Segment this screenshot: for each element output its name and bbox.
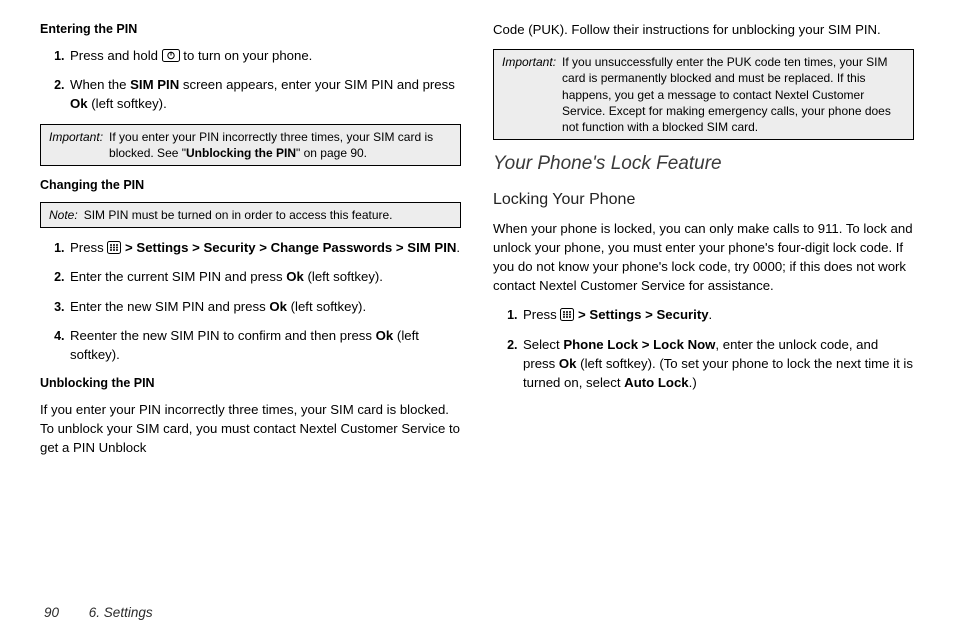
heading-changing-pin: Changing the PIN [40, 176, 461, 194]
text: " on page 90. [296, 146, 367, 160]
menu-security: Security [204, 240, 256, 255]
left-column: Entering the PIN Press and hold to turn … [40, 20, 461, 580]
important-label: Important: [49, 129, 105, 161]
menu-key-icon [107, 241, 121, 254]
subsection-locking-phone: Locking Your Phone [493, 188, 914, 211]
text: Press [70, 240, 107, 255]
text: .) [689, 375, 697, 390]
important-label: Important: [502, 54, 558, 135]
note-body: SIM PIN must be turned on in order to ac… [84, 207, 452, 223]
step-3: Enter the new SIM PIN and press Ok (left… [68, 297, 461, 316]
heading-unblocking-pin: Unblocking the PIN [40, 374, 461, 392]
text: (left softkey). [287, 299, 366, 314]
step-2: When the SIM PIN screen appears, enter y… [68, 75, 461, 113]
continuation-paragraph: Code (PUK). Follow their instructions fo… [493, 20, 914, 39]
separator: > [192, 240, 200, 255]
label-sim-pin: SIM PIN [130, 77, 179, 92]
separator: > [642, 337, 650, 352]
step-2: Select Phone Lock > Lock Now, enter the … [521, 335, 914, 392]
important-body: If you unsuccessfully enter the PUK code… [562, 54, 905, 135]
page-footer: 90 6. Settings [44, 605, 153, 620]
label-ok: Ok [286, 269, 304, 284]
right-column: Code (PUK). Follow their instructions fo… [493, 20, 914, 580]
text: Enter the new SIM PIN and press [70, 299, 269, 314]
text: (left softkey). [304, 269, 383, 284]
text: Press and hold [70, 48, 162, 63]
section-lock-feature: Your Phone's Lock Feature [493, 150, 914, 178]
label-ok: Ok [376, 328, 394, 343]
text: (left softkey). [88, 96, 167, 111]
step-1: Press and hold to turn on your phone. [68, 46, 461, 65]
text: screen appears, enter your SIM PIN and p… [179, 77, 455, 92]
separator: > [578, 307, 586, 322]
menu-key-icon [560, 308, 574, 321]
power-key-icon [162, 49, 180, 62]
important-box-1: Important: If you enter your PIN incorre… [40, 124, 461, 166]
entering-pin-steps: Press and hold to turn on your phone. Wh… [40, 46, 461, 113]
text: Reenter the new SIM PIN to confirm and t… [70, 328, 376, 343]
step-1: Press > Settings > Security. [521, 305, 914, 324]
step-4: Reenter the new SIM PIN to confirm and t… [68, 326, 461, 364]
menu-security: Security [657, 307, 709, 322]
heading-entering-pin: Entering the PIN [40, 20, 461, 38]
label-ok: Ok [559, 356, 577, 371]
menu-settings: Settings [589, 307, 641, 322]
menu-sim-pin: SIM PIN [407, 240, 456, 255]
step-2: Enter the current SIM PIN and press Ok (… [68, 267, 461, 286]
chapter-title: 6. Settings [89, 605, 153, 620]
separator: > [396, 240, 404, 255]
separator: > [645, 307, 653, 322]
label-ok: Ok [70, 96, 88, 111]
text: Enter the current SIM PIN and press [70, 269, 286, 284]
separator: > [259, 240, 267, 255]
ref-unblocking: Unblocking the PIN [186, 146, 296, 160]
text: (left softkey). (To set your phone to lo… [523, 356, 913, 390]
important-box-2: Important: If you unsuccessfully enter t… [493, 49, 914, 140]
menu-change-passwords: Change Passwords [271, 240, 393, 255]
menu-lock-now: Lock Now [653, 337, 715, 352]
step-1: Press > Settings > Security > Change Pas… [68, 238, 461, 257]
locking-steps: Press > Settings > Security. Select Phon… [493, 305, 914, 392]
menu-settings: Settings [136, 240, 188, 255]
text: When the [70, 77, 130, 92]
note-box: Note: SIM PIN must be turned on in order… [40, 202, 461, 228]
page-number: 90 [44, 605, 59, 620]
unblocking-paragraph: If you enter your PIN incorrectly three … [40, 400, 461, 457]
text: Select [523, 337, 563, 352]
text: Press [523, 307, 560, 322]
locking-paragraph: When your phone is locked, you can only … [493, 219, 914, 296]
separator: > [125, 240, 133, 255]
changing-pin-steps: Press > Settings > Security > Change Pas… [40, 238, 461, 364]
menu-phone-lock: Phone Lock [563, 337, 638, 352]
menu-auto-lock: Auto Lock [624, 375, 688, 390]
important-body: If you enter your PIN incorrectly three … [109, 129, 452, 161]
text: to turn on your phone. [180, 48, 313, 63]
label-ok: Ok [269, 299, 287, 314]
note-label: Note: [49, 207, 80, 223]
